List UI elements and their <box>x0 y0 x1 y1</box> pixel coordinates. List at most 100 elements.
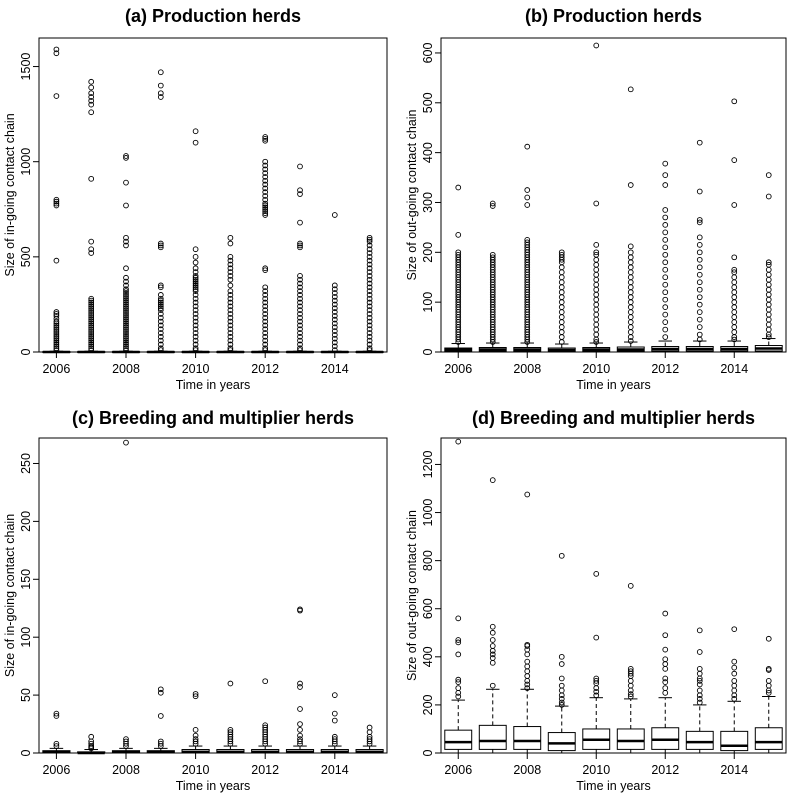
outlier-point <box>696 256 703 263</box>
outlier-point <box>331 312 338 319</box>
box-2011 <box>216 234 245 354</box>
box-2009 <box>146 686 175 754</box>
outlier-point <box>331 710 338 717</box>
outlier-point <box>88 333 95 340</box>
box-body <box>720 730 749 752</box>
outlier-point <box>123 305 129 312</box>
plot-frame <box>440 37 787 353</box>
outlier-point <box>489 637 496 643</box>
outlier-point <box>662 229 669 236</box>
outlier-point <box>227 253 234 260</box>
outlier-point <box>696 286 703 293</box>
outlier-point <box>192 282 199 289</box>
box-2010 <box>181 691 210 754</box>
outlier-point <box>524 143 531 150</box>
outlier-point <box>227 261 234 268</box>
outlier-point <box>262 166 269 173</box>
plot-frame <box>38 437 388 754</box>
box-2015 <box>355 724 384 754</box>
box-body <box>513 726 542 750</box>
outlier-point <box>524 658 531 665</box>
outlier-point <box>123 301 129 308</box>
outlier-point <box>662 304 669 310</box>
outlier-point <box>123 312 129 319</box>
outlier-point <box>53 196 60 203</box>
outlier-point <box>366 265 373 272</box>
outlier-point <box>765 635 772 642</box>
x-tick-label: 2006 <box>42 763 70 777</box>
outlier-point <box>53 337 60 344</box>
outlier-point <box>227 347 234 353</box>
outlier-point <box>297 740 303 747</box>
outlier-point <box>262 288 269 294</box>
outlier-point <box>455 615 462 622</box>
box-2009 <box>146 69 175 354</box>
outlier-point <box>696 627 703 634</box>
outlier-point <box>627 583 634 589</box>
outlier-point <box>123 297 129 304</box>
outlier-point <box>192 280 199 287</box>
outlier-point <box>765 301 772 308</box>
outlier-point <box>489 643 496 649</box>
outlier-point <box>227 282 234 289</box>
outlier-point <box>558 339 565 345</box>
outlier-point <box>765 259 772 266</box>
outlier-point <box>524 681 531 688</box>
x-tick-label: 2010 <box>582 362 610 376</box>
outlier-point <box>696 188 703 195</box>
outlier-point <box>157 299 164 306</box>
outlier-point <box>157 240 164 247</box>
outlier-point <box>88 316 95 323</box>
outlier-point <box>88 311 95 317</box>
box-2006 <box>444 184 473 353</box>
outlier-point <box>192 139 199 146</box>
outlier-point <box>297 307 303 313</box>
outlier-point <box>53 330 60 336</box>
outlier-point <box>331 320 338 327</box>
outlier-point <box>765 271 772 278</box>
outlier-point <box>88 337 95 344</box>
outlier-point <box>765 316 772 323</box>
outlier-point <box>88 335 95 342</box>
outlier-point <box>192 286 199 293</box>
outlier-point <box>662 661 669 667</box>
outlier-point <box>366 299 373 306</box>
outlier-point <box>53 200 60 207</box>
outlier-point <box>696 264 703 271</box>
outlier-point <box>262 206 269 213</box>
outlier-point <box>662 281 669 288</box>
outlier-point <box>297 273 303 279</box>
y-tick-label: 0 <box>421 348 435 355</box>
outlier-point <box>366 303 373 310</box>
outlier-point <box>366 311 373 317</box>
outlier-point <box>192 307 199 313</box>
outlier-point <box>731 314 738 320</box>
outlier-point <box>558 284 565 291</box>
outlier-point <box>331 339 338 346</box>
outlier-point <box>524 194 531 201</box>
outlier-point <box>53 309 60 315</box>
outlier-point <box>53 335 60 342</box>
y-tick-label: 0 <box>421 749 435 756</box>
outlier-point <box>366 273 373 279</box>
outlier-point <box>227 234 234 241</box>
outlier-point <box>123 314 129 321</box>
outlier-point <box>765 311 772 318</box>
outlier-point <box>262 174 269 180</box>
x-axis-label: Time in years <box>576 779 651 793</box>
plot-frame <box>38 37 388 353</box>
outlier-point <box>53 339 60 346</box>
outlier-point <box>157 305 164 312</box>
outlier-point <box>765 276 772 283</box>
panel-title: (d) Breeding and multiplier herds <box>472 408 755 428</box>
outlier-point <box>731 202 738 208</box>
y-tick-label: 100 <box>421 292 435 313</box>
outlier-point <box>297 299 303 306</box>
box-2006 <box>444 438 473 754</box>
outlier-point <box>262 333 269 340</box>
outlier-point <box>696 217 703 223</box>
outlier-point <box>662 237 669 243</box>
box-2007 <box>77 78 106 354</box>
outlier-point <box>123 439 129 446</box>
outlier-point <box>227 333 234 340</box>
